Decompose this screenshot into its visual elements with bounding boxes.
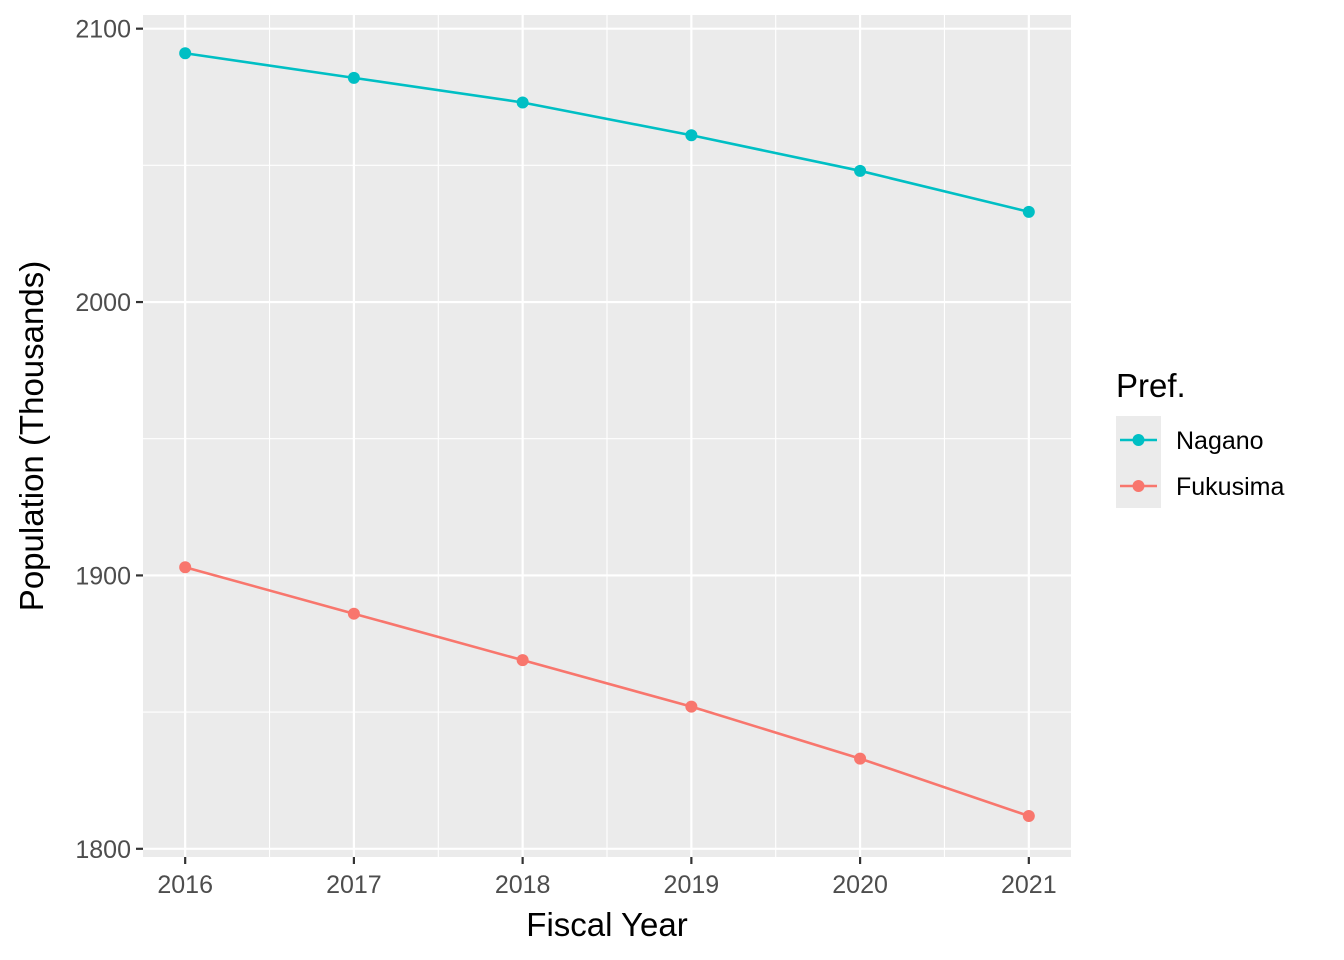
series-line-fukusima: [184, 565, 1030, 818]
x-tick-label: 2018: [495, 871, 551, 899]
series-line-nagano: [184, 51, 1030, 214]
data-point-nagano: [347, 71, 360, 84]
series-layer: [179, 47, 1035, 822]
legend-key-background: [1116, 416, 1161, 508]
x-tick-label: 2016: [157, 871, 213, 899]
legend-label-nagano: Nagano: [1176, 427, 1264, 455]
y-tick-label: 2000: [75, 289, 131, 317]
legend-keys: Nagano Fukusima: [1120, 427, 1284, 501]
data-point-nagano: [854, 164, 867, 177]
x-tick-label: 2021: [1001, 871, 1057, 899]
data-point-fukusima: [1022, 809, 1035, 822]
data-point-nagano: [1022, 205, 1035, 218]
legend-key-point-fukusima: [1132, 480, 1145, 492]
x-tick-label: 2019: [664, 871, 720, 899]
data-point-fukusima: [685, 700, 698, 713]
x-tick-label: 2017: [326, 871, 382, 899]
legend-title: Pref.: [1116, 367, 1186, 404]
x-axis: 2016 2017 2018 2019 2020 2021: [157, 857, 1057, 899]
y-tick-label: 2100: [75, 16, 131, 44]
x-axis-title: Fiscal Year: [526, 906, 687, 943]
minor-gridlines: [143, 15, 1071, 857]
legend-label-fukusima: Fukusima: [1176, 473, 1284, 501]
data-point-fukusima: [179, 561, 192, 574]
data-point-nagano: [685, 129, 698, 142]
y-axis-title: Population (Thousands): [13, 261, 50, 611]
data-point-fukusima: [854, 752, 867, 765]
major-gridlines: [143, 15, 1071, 857]
data-point-nagano: [179, 47, 192, 60]
y-axis: 1800 1900 2000 2100: [75, 16, 143, 864]
y-tick-label: 1900: [75, 562, 131, 590]
data-point-fukusima: [516, 654, 529, 667]
x-tick-label: 2020: [832, 871, 888, 899]
data-point-fukusima: [347, 607, 360, 620]
data-point-nagano: [516, 96, 529, 109]
y-tick-label: 1800: [75, 836, 131, 864]
legend: Pref. Nagano Fukusima: [1116, 367, 1284, 508]
legend-key-point-nagano: [1132, 434, 1145, 446]
